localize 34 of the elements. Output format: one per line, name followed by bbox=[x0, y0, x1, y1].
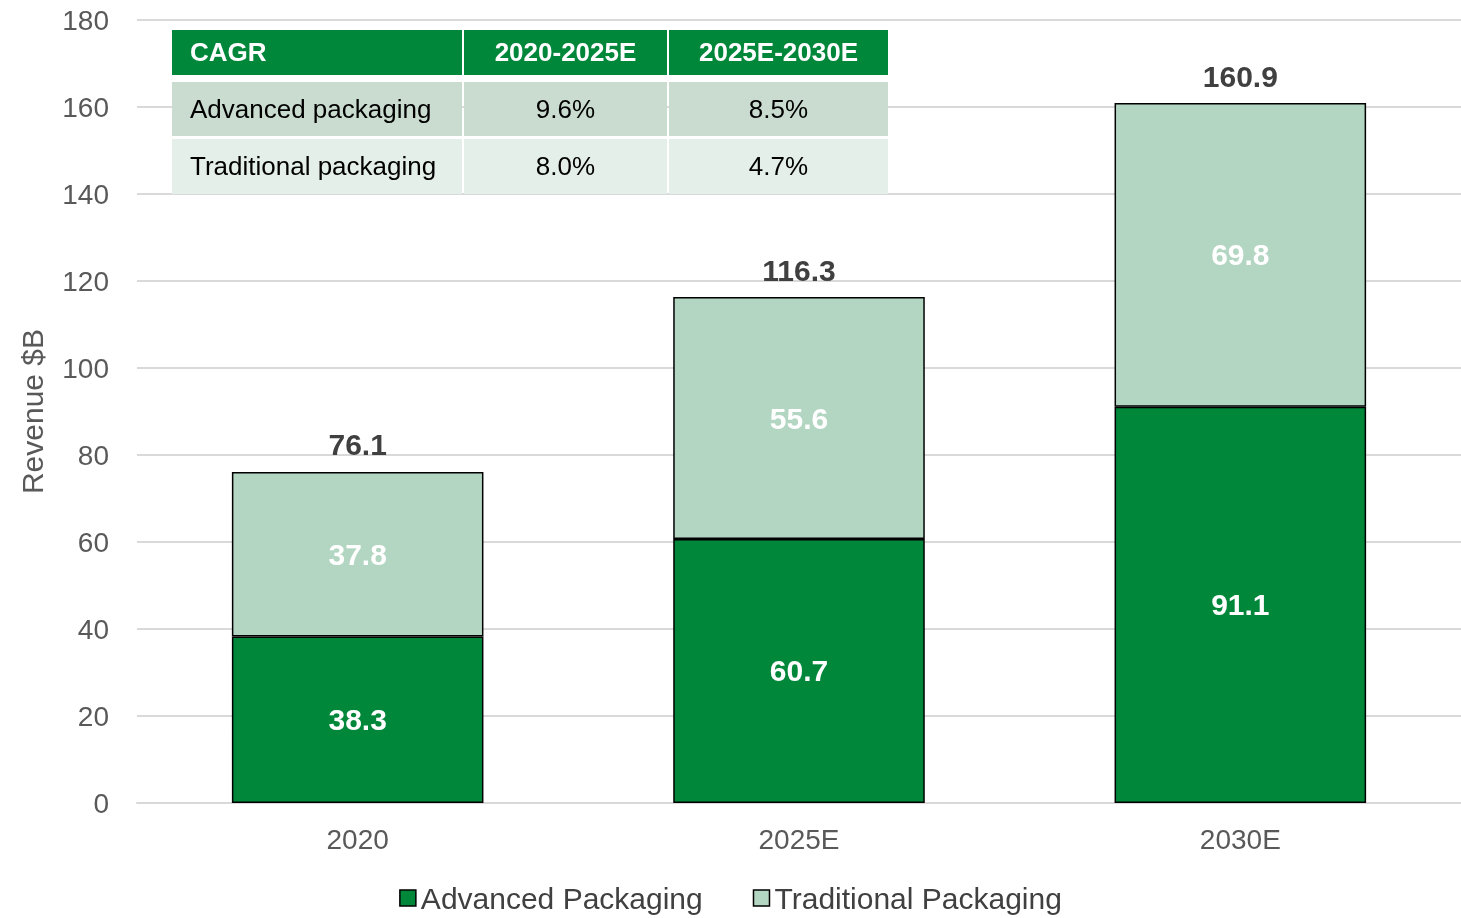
data-label: 69.8 bbox=[1211, 238, 1270, 272]
y-tick-label: 100 bbox=[62, 352, 109, 384]
annotation: Traditional packaging bbox=[172, 139, 462, 194]
total-label: 116.3 bbox=[762, 253, 836, 287]
legend-label: Traditional Packaging bbox=[774, 881, 1062, 915]
data-label: 38.3 bbox=[328, 703, 387, 737]
y-tick-label: 0 bbox=[93, 787, 109, 819]
annotation: 9.6% bbox=[464, 82, 667, 136]
legend-label: Advanced Packaging bbox=[420, 881, 703, 915]
y-tick-label: 120 bbox=[62, 265, 109, 297]
y-tick-label: 180 bbox=[62, 4, 109, 36]
y-axis-title: Revenue $B bbox=[15, 328, 49, 495]
annotation: 8.5% bbox=[669, 82, 888, 136]
annotation: 4.7% bbox=[669, 139, 888, 194]
y-tick-label: 160 bbox=[62, 91, 109, 123]
annotation: 2025E-2030E bbox=[669, 30, 888, 75]
data-label: 91.1 bbox=[1211, 588, 1270, 622]
data-label: 55.6 bbox=[769, 401, 829, 435]
total-label: 76.1 bbox=[328, 428, 387, 462]
annotation: CAGR bbox=[172, 30, 462, 75]
y-tick-label: 40 bbox=[77, 613, 109, 645]
y-tick-label: 60 bbox=[77, 526, 109, 558]
data-label: 37.8 bbox=[328, 537, 387, 571]
annotation: 2020-2025E bbox=[464, 30, 667, 75]
x-tick-label: 2020 bbox=[326, 823, 389, 855]
total-label: 160.9 bbox=[1202, 59, 1278, 93]
data-label: 60.7 bbox=[769, 654, 829, 688]
x-tick-label: 2025E bbox=[758, 823, 840, 855]
annotation: Advanced packaging bbox=[172, 82, 462, 136]
x-tick-label: 2030E bbox=[1199, 823, 1281, 855]
y-tick-label: 80 bbox=[77, 439, 109, 471]
y-tick-label: 140 bbox=[62, 178, 109, 210]
annotation: 8.0% bbox=[464, 139, 667, 194]
y-tick-label: 20 bbox=[77, 700, 109, 732]
